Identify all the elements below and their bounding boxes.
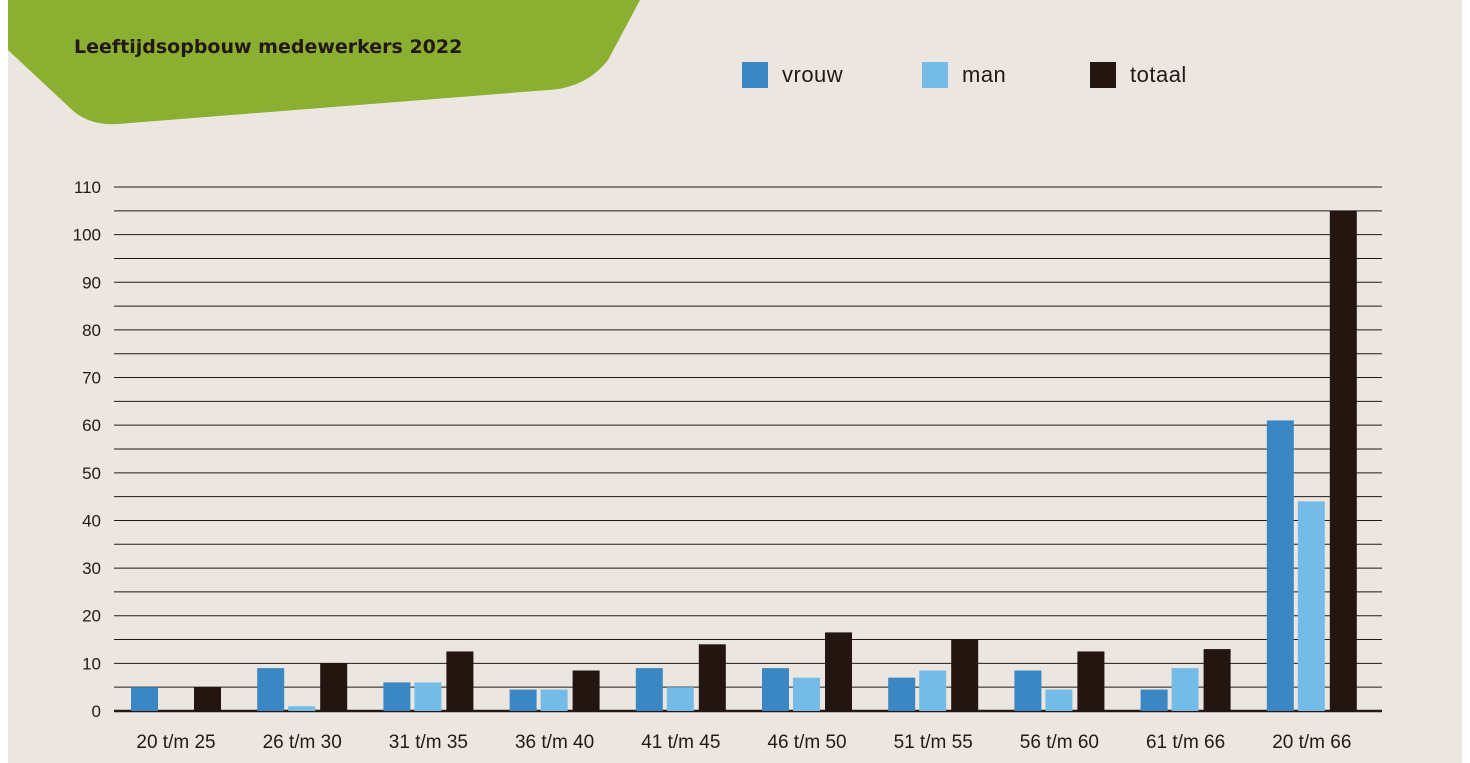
bar-man [666, 687, 694, 711]
bar-vrouw [383, 682, 411, 711]
y-tick-label: 0 [92, 702, 101, 721]
bar-totaal [194, 687, 221, 711]
bar-totaal [698, 644, 726, 711]
x-category-label: 41 t/m 45 [641, 732, 720, 753]
legend-swatch-man [922, 62, 948, 88]
legend-swatch-vrouw [742, 62, 768, 88]
bar-totaal [1203, 649, 1231, 711]
y-tick-label: 90 [82, 273, 101, 292]
legend-swatch-totaal [1090, 62, 1116, 88]
bar-totaal [825, 632, 852, 711]
y-tick-label: 110 [74, 178, 101, 197]
bar-totaal [572, 670, 600, 711]
y-tick-label: 50 [82, 464, 101, 483]
y-tick-label: 30 [82, 559, 101, 578]
y-axis-ticks: 0 10 20 30 40 50 60 70 80 90 100 110 [73, 178, 101, 721]
y-tick-label: 40 [82, 511, 101, 530]
bar-man [288, 706, 316, 711]
x-category-label: 56 t/m 60 [1020, 732, 1099, 753]
bar-man [1297, 501, 1325, 711]
y-tick-label: 60 [82, 416, 101, 435]
y-tick-label: 20 [82, 607, 101, 626]
legend-label-vrouw: vrouw [782, 62, 844, 87]
y-tick-label: 80 [82, 321, 101, 340]
legend-item-man: man [922, 62, 1006, 88]
bar-totaal [951, 639, 979, 711]
legend-item-totaal: totaal [1090, 62, 1187, 88]
legend-label-totaal: totaal [1130, 62, 1187, 87]
bar-man [919, 670, 947, 711]
bar-vrouw [509, 689, 537, 711]
bar-vrouw [1014, 670, 1042, 711]
legend-item-vrouw: vrouw [742, 62, 843, 88]
chart-title: Leeftijdsopbouw medewerkers 2022 [74, 36, 463, 58]
y-tick-label: 70 [82, 369, 101, 388]
bars [131, 210, 1357, 711]
bar-vrouw [762, 668, 789, 711]
x-category-label: 20 t/m 25 [136, 732, 215, 753]
y-tick-label: 100 [73, 226, 101, 245]
bar-totaal [320, 663, 348, 711]
bar-vrouw [1266, 420, 1294, 711]
bar-vrouw [131, 687, 158, 711]
bar-totaal [446, 651, 474, 711]
plot-area: 0 10 20 30 40 50 60 70 80 90 100 110 20 t/m 25 26 t/… [73, 178, 1382, 753]
x-category-label: 26 t/m 30 [263, 732, 342, 753]
x-category-label: 31 t/m 35 [389, 732, 468, 753]
title-banner [8, 0, 640, 125]
x-category-label: 51 t/m 55 [894, 732, 973, 753]
legend-label-man: man [962, 62, 1007, 87]
bar-vrouw [888, 677, 916, 711]
bar-vrouw [1140, 689, 1168, 711]
bar-totaal [1329, 210, 1357, 711]
x-category-label: 61 t/m 66 [1146, 732, 1225, 753]
bar-vrouw [257, 668, 285, 711]
bar-man [540, 689, 568, 711]
bar-man [414, 682, 442, 711]
x-category-label: 46 t/m 50 [767, 732, 846, 753]
bar-totaal [1077, 651, 1105, 711]
x-category-label: 20 t/m 66 [1272, 732, 1351, 753]
chart-canvas: Leeftijdsopbouw medewerkers 2022 vrouw m… [8, 0, 1462, 763]
bar-vrouw [635, 668, 663, 711]
bar-man [793, 677, 820, 711]
bar-man [1045, 689, 1073, 711]
gridlines [114, 186, 1382, 713]
y-tick-label: 10 [82, 654, 101, 673]
bar-man [1171, 668, 1199, 711]
x-category-label: 36 t/m 40 [515, 732, 594, 753]
x-axis-labels: 20 t/m 25 26 t/m 30 31 t/m 35 36 t/m 40 41 t… [136, 732, 1351, 753]
